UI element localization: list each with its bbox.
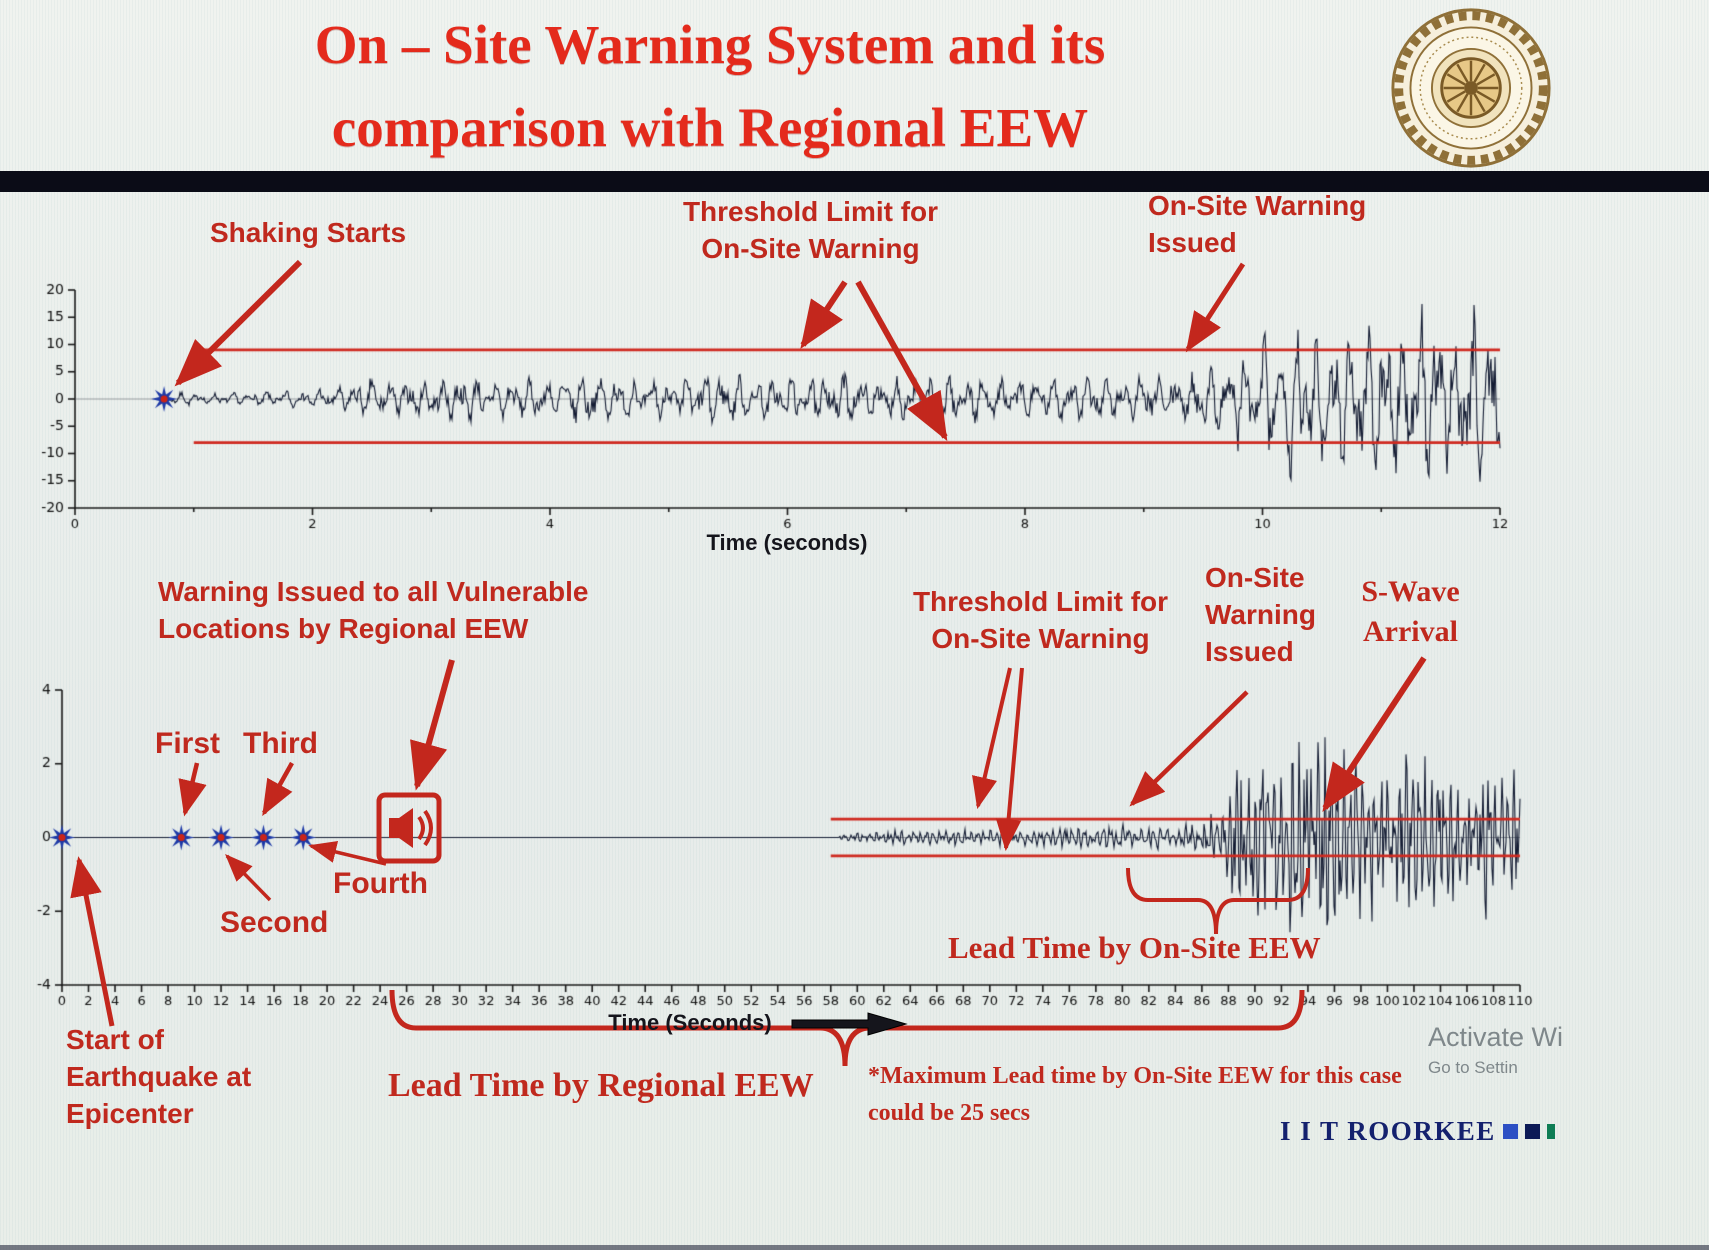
label-threshold-limit-top: Threshold Limit for On-Site Warning (682, 196, 939, 264)
label-s-wave-arrival: S-Wave Arrival (1361, 575, 1460, 648)
label-start-epicenter: Start of Earthquake at Epicenter (66, 1024, 252, 1129)
label-onsite-warning-bottom: On-Site Warning Issued (1205, 562, 1316, 667)
label-max-lead-note: *Maximum Lead time by On-Site EEW for th… (868, 1063, 1402, 1127)
brand-square-green (1546, 1124, 1555, 1139)
activation-watermark: Activate Wi Go to Settin (1428, 1022, 1563, 1078)
footer-brand: I I T ROORKEE (1280, 1116, 1555, 1147)
label-shaking-starts: Shaking Starts (210, 217, 407, 248)
label-threshold-limit-bottom: Threshold Limit for On-Site Warning (912, 586, 1169, 654)
logo-wheel-spokes (1443, 60, 1499, 116)
x-axis-title-bottom: Time (Seconds) (608, 1010, 772, 1035)
label-onsite-warning-top: On-Site Warning Issued (1148, 190, 1367, 258)
brand-text: I I T ROORKEE (1280, 1116, 1496, 1146)
watermark-line1: Activate Wi (1428, 1022, 1564, 1052)
iit-roorkee-logo (1391, 8, 1551, 168)
photo-edge-strip (0, 1245, 1709, 1250)
label-p-wave-second: Second (220, 906, 329, 939)
label-p-wave-third: Third (243, 727, 318, 760)
label-lead-time-onsite: Lead Time by On-Site EEW (948, 930, 1321, 965)
brand-square-blue (1502, 1124, 1518, 1139)
x-axis-title-top: Time (seconds) (706, 530, 868, 555)
brand-square-navy (1524, 1124, 1540, 1139)
label-lead-time-regional: Lead Time by Regional EEW (388, 1067, 814, 1104)
label-p-wave-fourth: Fourth (333, 867, 428, 900)
label-regional-warning: Warning Issued to all Vulnerable Locatio… (158, 576, 589, 644)
watermark-line2: Go to Settin (1428, 1058, 1518, 1077)
label-p-wave-first: First (155, 727, 221, 760)
